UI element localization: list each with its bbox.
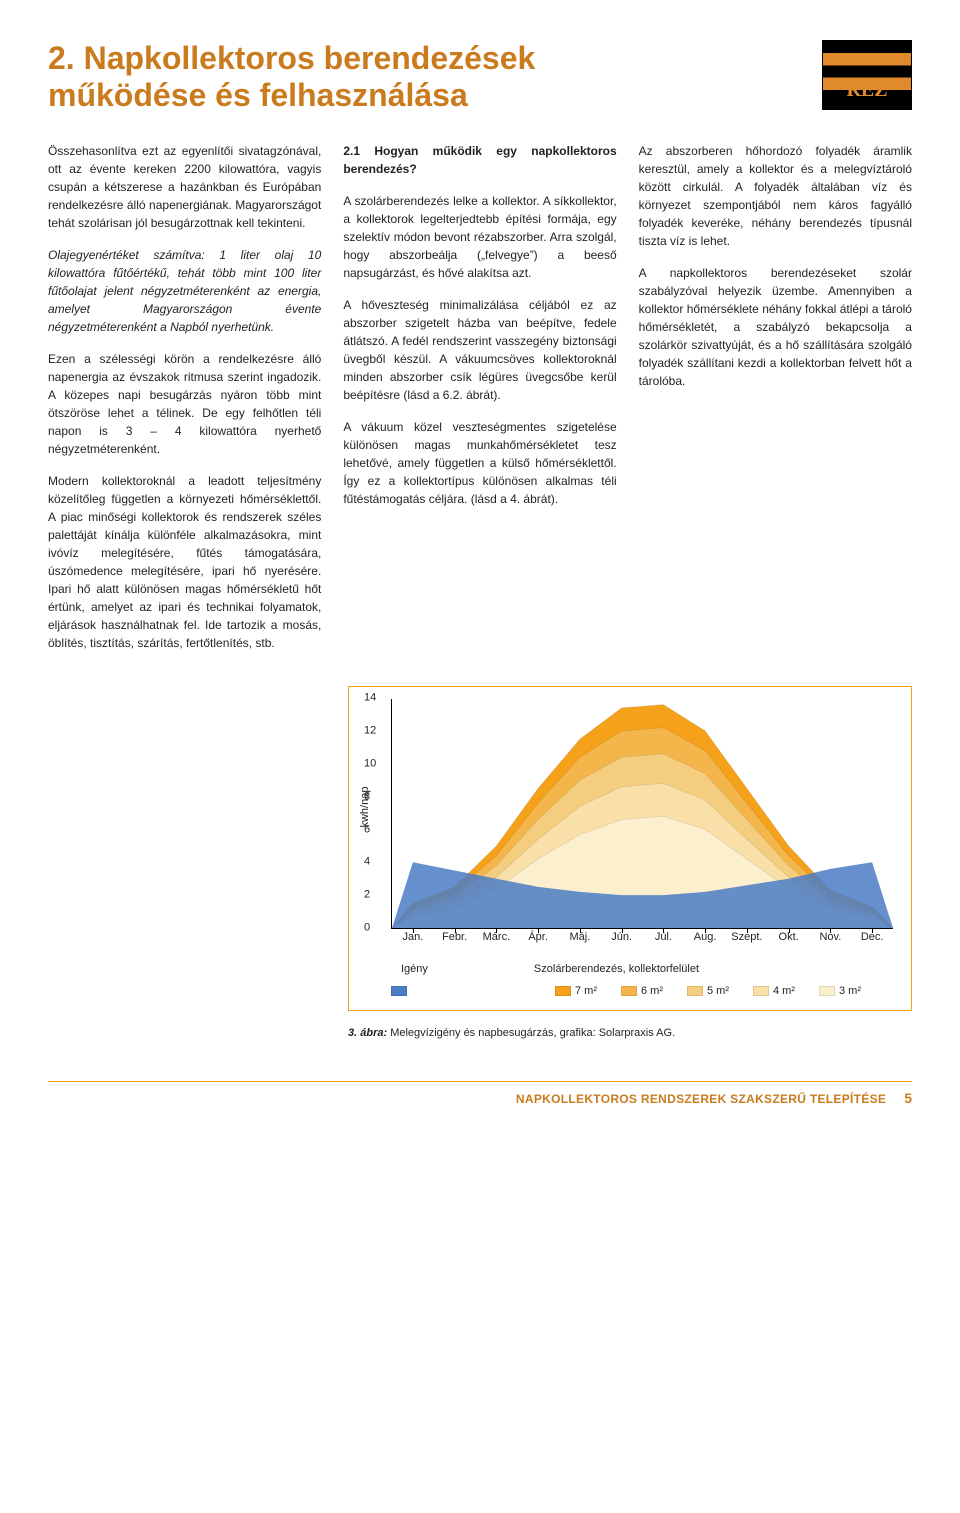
col2-heading: 2.1 Hogyan működik egy napkollektoros be… — [343, 142, 616, 178]
legend-igeny-label: Igény — [401, 961, 428, 978]
chart-legend-row2: 7 m²6 m²5 m²4 m²3 m² — [391, 983, 893, 1000]
footer-title: NAPKOLLEKTOROS RENDSZEREK SZAKSZERŰ TELE… — [516, 1090, 886, 1108]
solar-chart: kwh/nap 02468101214Jan.Febr.Márc.Ápr.Máj… — [348, 686, 912, 1042]
col3-p1: Az abszorberen hőhordozó folyadék áramli… — [639, 142, 912, 250]
col3-p2: A napkollektoros berendezéseket szolár s… — [639, 264, 912, 390]
col1-p2: Ezen a szélességi körön a rendelkezésre … — [48, 350, 321, 458]
chart-legend-row1: Igény Szolárberendezés, kollektorfelület — [391, 961, 893, 978]
page-title: 2. Napkollektoros berendezések működése … — [48, 40, 535, 114]
col1-p3: Modern kollektoroknál a leadott teljesít… — [48, 472, 321, 652]
chart-canvas: 02468101214Jan.Febr.Márc.Ápr.Máj.Jún.Júl… — [391, 699, 893, 929]
footer-page-number: 5 — [904, 1088, 912, 1109]
col2-p2: A hőveszteség minimalizálása céljából ez… — [343, 296, 616, 404]
col1-p-italic: Olajegyenértéket számítva: 1 liter olaj … — [48, 246, 321, 336]
col2-p3: A vákuum közel veszteségmentes szigetelé… — [343, 418, 616, 508]
legend-solar-label: Szolárberendezés, kollektorfelület — [534, 961, 699, 978]
col1-p1: Összehasonlítva ezt az egyenlítői sivata… — [48, 142, 321, 232]
figure-caption: 3. ábra: Melegvízigény és napbesugárzás,… — [348, 1025, 912, 1042]
logo-text: RÉZ — [823, 75, 911, 105]
col2-p1: A szolárberendezés lelke a kollektor. A … — [343, 192, 616, 282]
column-3: Az abszorberen hőhordozó folyadék áramli… — [639, 142, 912, 666]
column-2: 2.1 Hogyan működik egy napkollektoros be… — [343, 142, 616, 666]
column-1: Összehasonlítva ezt az egyenlítői sivata… — [48, 142, 321, 666]
page-footer: NAPKOLLEKTOROS RENDSZEREK SZAKSZERŰ TELE… — [48, 1081, 912, 1109]
rez-logo: RÉZ — [822, 40, 912, 110]
